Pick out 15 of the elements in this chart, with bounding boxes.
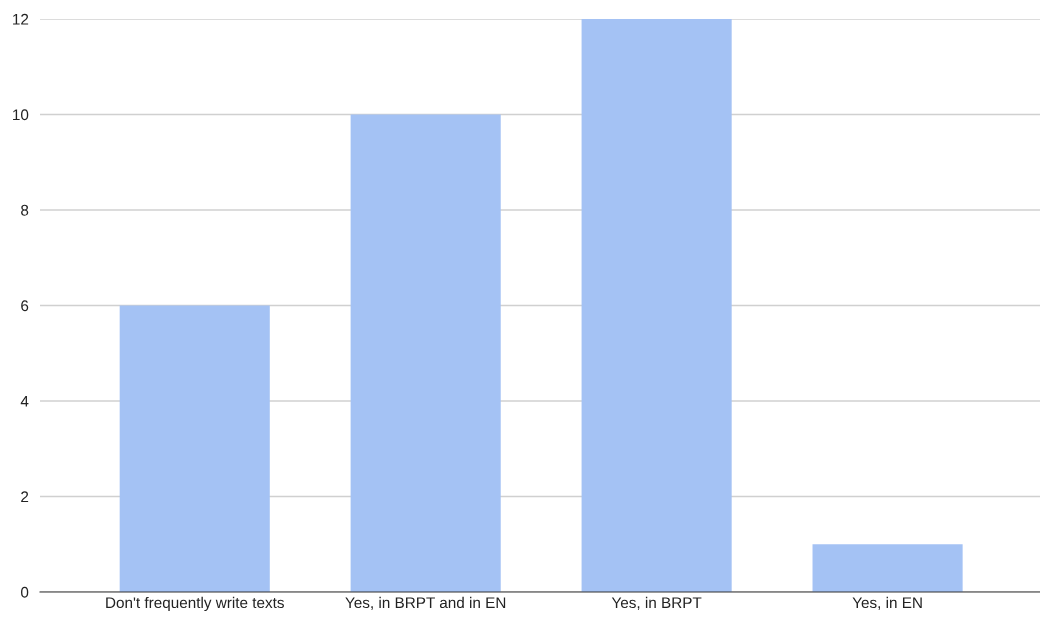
y-tick-label: 0 [20, 586, 29, 598]
y-tick-label: 6 [21, 300, 29, 312]
x-tick-label: Yes, in BRPT [611, 596, 702, 610]
y-tick-label: 12 [13, 13, 29, 25]
bar [119, 305, 270, 592]
y-tick-label: 10 [13, 109, 29, 121]
bar [350, 114, 501, 592]
y-tick-label: 4 [20, 396, 29, 407]
bar [581, 19, 732, 592]
y-tick-label: 8 [21, 204, 29, 216]
bar [812, 544, 963, 592]
x-tick-label: Yes, in BRPT and in EN [345, 596, 506, 610]
x-tick-label: Yes, in EN [852, 596, 922, 610]
x-tick-label: Don't frequently write texts [106, 596, 284, 612]
y-tick-label: 2 [21, 491, 29, 503]
